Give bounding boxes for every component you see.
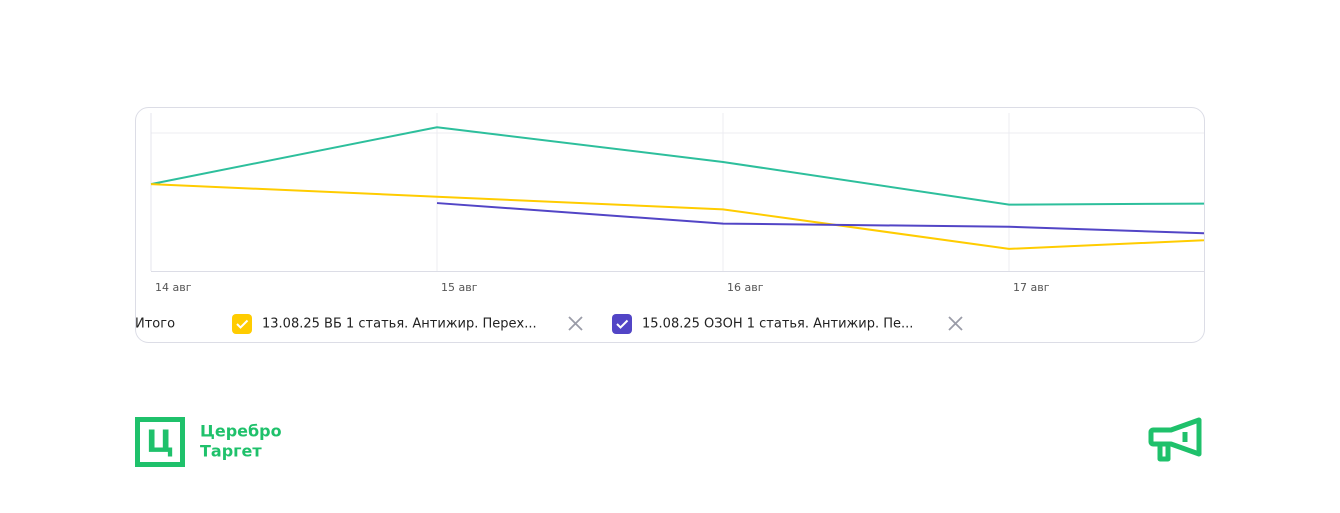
x-tick-label: 16 авг bbox=[727, 281, 764, 294]
plot bbox=[150, 126, 1204, 250]
x-tick-label: 14 авг bbox=[155, 281, 192, 294]
remove-button[interactable] bbox=[948, 316, 963, 331]
series-line bbox=[150, 183, 1204, 250]
logo-text: Церебро bbox=[200, 422, 282, 441]
legend-label[interactable]: 15.08.25 ОЗОН 1 статья. Антижир. Пе... bbox=[642, 317, 913, 332]
megaphone-icon bbox=[1148, 417, 1202, 462]
chart-card bbox=[135, 107, 1205, 343]
series-line bbox=[150, 126, 1204, 206]
legend-checkbox[interactable] bbox=[232, 314, 252, 334]
x-tick-label: 17 авг bbox=[1013, 281, 1050, 294]
series-line bbox=[436, 202, 1204, 238]
legend-label[interactable]: Итого bbox=[135, 317, 175, 332]
logo-box bbox=[135, 417, 185, 467]
legend-label[interactable]: 13.08.25 ВБ 1 статья. Антижир. Перех... bbox=[262, 317, 537, 332]
check-icon bbox=[616, 319, 629, 329]
legend-checkbox[interactable] bbox=[612, 314, 632, 334]
x-tick-label: 15 авг bbox=[441, 281, 478, 294]
x-labels: 14 авг 15 авг 16 авг 17 авг bbox=[155, 281, 1050, 294]
remove-button[interactable] bbox=[568, 316, 583, 331]
grid bbox=[436, 113, 1010, 271]
logo-text: Таргет bbox=[200, 442, 262, 461]
logo-mark: Ц bbox=[146, 425, 174, 460]
check-icon bbox=[236, 319, 249, 329]
